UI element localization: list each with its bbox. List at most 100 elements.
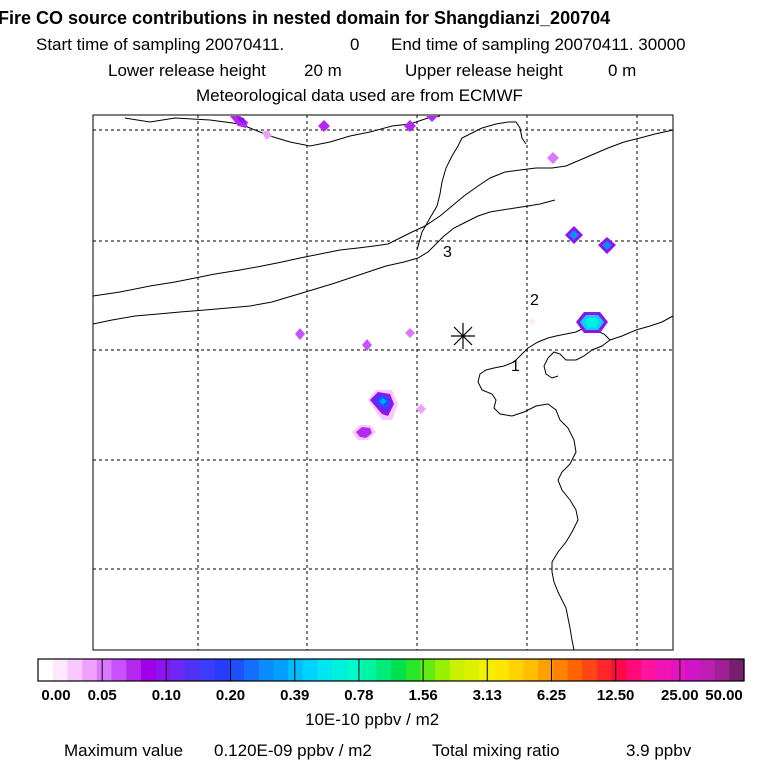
colorbar-tick-label: 50.00 [705, 687, 743, 704]
site-label-2: 2 [530, 292, 539, 309]
colorbar-swatch [729, 659, 745, 681]
colorbar-tick-label: 0.20 [215, 687, 246, 704]
met-data-line: Meteorological data used are from ECMWF [196, 86, 523, 105]
colorbar-swatch [185, 659, 201, 681]
max-value: 0.120E-09 ppbv / m2 [214, 741, 372, 760]
colorbar-swatch [140, 659, 157, 681]
start-time-label: Start time of sampling 20070411. [36, 35, 285, 54]
colorbar-tick-label: 1.56 [408, 687, 438, 704]
colorbar-swatch [641, 659, 657, 681]
site-label-3: 3 [443, 244, 452, 261]
plume-cell [379, 398, 387, 405]
colorbar-swatch [611, 659, 627, 681]
station-asterisk-icon [451, 323, 475, 349]
colorbar-swatch [229, 659, 245, 681]
lower-release-value: 20 m [304, 61, 342, 80]
colorbar-swatch [52, 659, 69, 681]
colorbar-tick-label: 0.10 [151, 687, 181, 704]
colorbar-swatch [346, 659, 363, 681]
colorbar-tick-label: 12.50 [596, 687, 635, 704]
plume-cell [404, 120, 416, 132]
colorbar-tick-label: 3.13 [472, 687, 502, 704]
colorbar-swatch [199, 659, 216, 681]
plume-cell [569, 230, 579, 240]
colorbar-swatch [714, 659, 730, 681]
colorbar-swatch [243, 659, 260, 681]
colorbar-swatch [214, 659, 230, 681]
plume-cell [416, 404, 426, 414]
colorbar-frame [37, 658, 745, 682]
colorbar-swatch [288, 659, 304, 681]
graticule [93, 115, 673, 650]
colorbar-swatch [376, 659, 392, 681]
colorbar-ticks [101, 659, 681, 681]
plume-cell [318, 120, 330, 132]
colorbar-tick-label: 25.00 [661, 687, 699, 704]
colorbar-swatch [302, 659, 319, 681]
plume-cell [426, 116, 438, 122]
colorbar-swatch [596, 659, 613, 681]
colorbar-swatch [332, 659, 348, 681]
province-border [416, 121, 527, 251]
site-label-1: 1 [511, 358, 520, 375]
colorbar-swatch [670, 659, 686, 681]
plume-cell [547, 152, 559, 164]
colorbar-swatch [493, 659, 510, 681]
boundary-lines [92, 115, 674, 651]
end-time-label: End time of sampling 20070411. 30000 [391, 35, 686, 54]
plume-cell [356, 427, 372, 438]
plume-cell [262, 130, 272, 140]
total-mixing-label: Total mixing ratio [432, 741, 560, 760]
province-border [92, 199, 556, 325]
plume-cell [362, 339, 372, 351]
colorbar-swatch [170, 659, 186, 681]
plume-cell [528, 318, 536, 326]
start-time-value: 0 [350, 35, 360, 54]
colorbar-swatch [317, 659, 333, 681]
colorbar-swatch [111, 659, 127, 681]
colorbar-tick-label: 0.00 [41, 687, 71, 704]
colorbar-swatch [464, 659, 480, 681]
plot-title: Fire CO source contributions in nested d… [0, 8, 611, 28]
colorbar-swatch [523, 659, 539, 681]
plume-cell [236, 116, 246, 124]
colorbar-swatch [699, 659, 716, 681]
colorbar-swatch [420, 659, 436, 681]
colorbar-swatch [38, 659, 54, 681]
colorbar-swatch [273, 659, 289, 681]
plume-cell [405, 328, 415, 338]
colorbar-swatch [258, 659, 274, 681]
colorbar-swatch [626, 659, 642, 681]
plume-cell [602, 241, 612, 250]
upper-release-value: 0 m [608, 61, 637, 80]
colorbar-swatch [391, 659, 407, 681]
colorbar-swatch [655, 659, 672, 681]
colorbar-swatch [361, 659, 377, 681]
colorbar-swatch [567, 659, 583, 681]
colorbar-swatch [96, 659, 113, 681]
plume-cell [585, 318, 599, 327]
plume-cell [295, 328, 305, 340]
colorbar-tick-label: 0.39 [280, 687, 310, 704]
map-frame [92, 114, 674, 651]
total-mixing-value: 3.9 ppbv [626, 741, 692, 760]
colorbar-swatch [685, 659, 701, 681]
international-border [124, 115, 441, 147]
colorbar-tick-label: 6.25 [536, 687, 567, 704]
colorbar-swatch [449, 659, 466, 681]
lower-release-label: Lower release height [108, 61, 266, 80]
colorbar-unit: 10E-10 ppbv / m2 [305, 710, 440, 729]
colorbar-swatch [552, 659, 569, 681]
colorbar-swatch [67, 659, 83, 681]
colorbar-swatches [38, 659, 745, 681]
coastline [519, 327, 611, 379]
colorbar-tick-label: 0.05 [87, 687, 117, 704]
upper-release-label: Upper release height [405, 61, 563, 80]
colorbar-swatch [538, 659, 554, 681]
max-value-label: Maximum value [64, 741, 184, 760]
colorbar-swatch [435, 659, 451, 681]
colorbar-swatch [582, 659, 598, 681]
coastline [477, 355, 579, 651]
colorbar-swatch [508, 659, 524, 681]
